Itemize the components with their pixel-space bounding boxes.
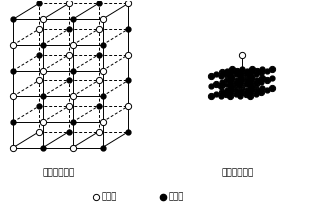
Text: 硼原子: 硼原子 — [169, 192, 184, 201]
Text: 六方相氮化硼: 六方相氮化硼 — [43, 169, 75, 178]
Text: 氮原子: 氮原子 — [102, 192, 117, 201]
Text: 立方相氮化硼: 立方相氮化硼 — [221, 169, 254, 178]
